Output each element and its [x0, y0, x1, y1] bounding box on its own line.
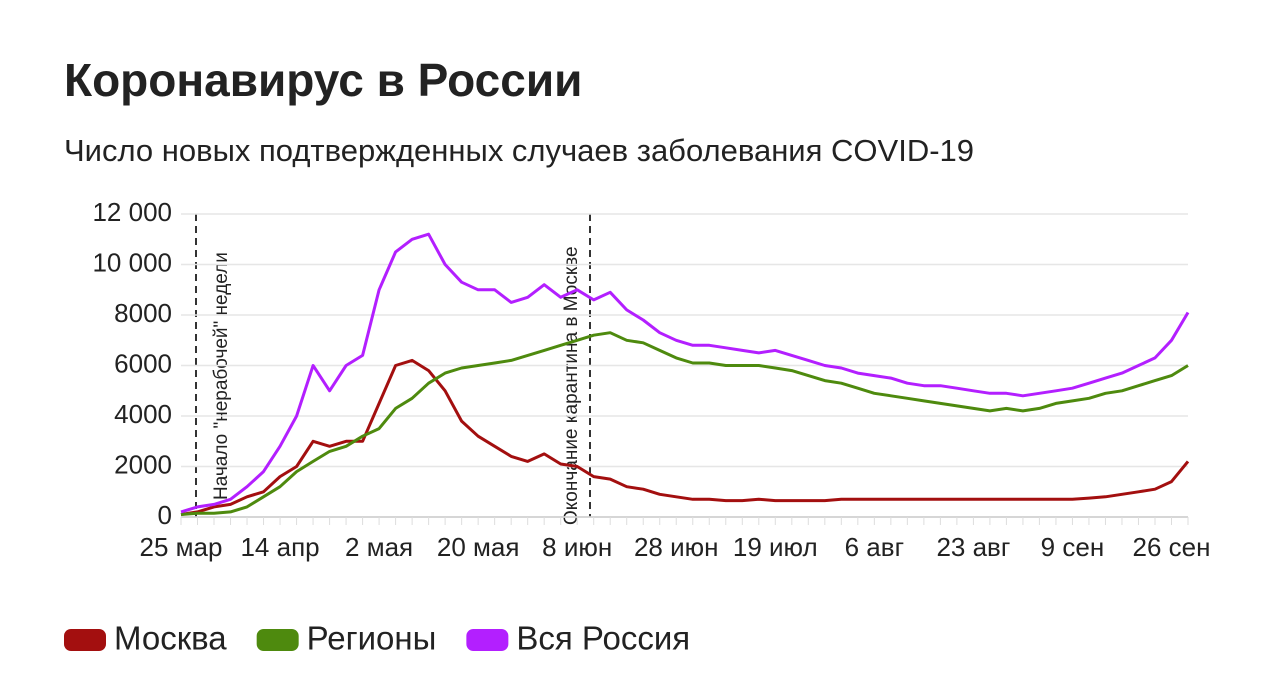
legend-label: Вся Россия — [516, 620, 690, 657]
x-tick-label: 14 апр — [240, 532, 319, 562]
y-tick-label: 2000 — [114, 449, 172, 479]
legend-label: Москва — [114, 620, 227, 657]
y-tick-label: 10 000 — [92, 247, 172, 277]
y-tick-label: 4000 — [114, 399, 172, 429]
annotation: Начало "нерабочей" недели — [211, 252, 232, 500]
y-tick-label: 0 — [158, 500, 172, 530]
x-tick-label: 28 июн — [634, 532, 719, 562]
y-tick-label: 6000 — [114, 348, 172, 378]
series-line — [180, 358, 1190, 516]
series-line — [180, 331, 1189, 516]
x-tick-label: 8 июн — [542, 532, 612, 562]
legend-swatch — [466, 629, 509, 651]
x-tick-label: 6 авг — [845, 532, 904, 562]
annotation: Окончание карантина в Москве — [561, 246, 582, 525]
y-tick-label: 8000 — [114, 298, 172, 328]
x-tick-label: 25 мар — [140, 532, 223, 562]
legend-label: Регионы — [307, 620, 437, 657]
chart-title: Коронавирус в России — [64, 54, 582, 106]
legend-swatch — [64, 629, 106, 651]
x-tick-label: 20 мая — [437, 532, 520, 562]
chart-subtitle: Число новых подтвержденных случаев забол… — [64, 133, 974, 168]
x-tick-label: 26 сен — [1133, 532, 1211, 562]
x-tick-label: 9 сен — [1041, 532, 1105, 562]
x-tick-label: 2 мая — [345, 532, 413, 562]
y-tick-label: 12 000 — [92, 197, 172, 227]
x-tick-label: 23 авг — [936, 532, 1010, 562]
legend-swatch — [256, 629, 299, 651]
x-tick-label: 19 июл — [733, 532, 818, 562]
series-line — [180, 232, 1190, 514]
